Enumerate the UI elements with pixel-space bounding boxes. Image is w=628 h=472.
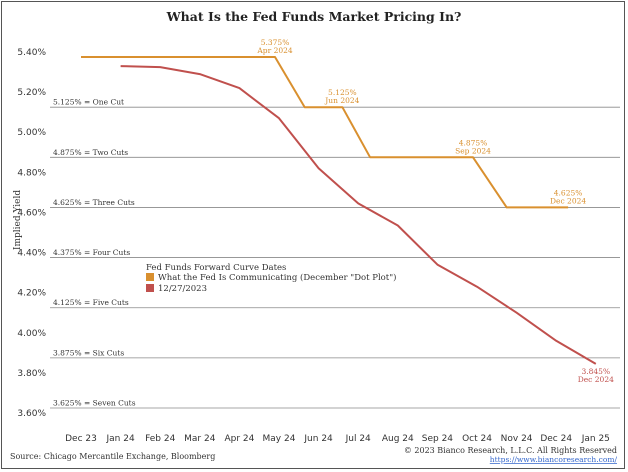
reference-line-label-1: 4.875% = Two Cuts <box>53 148 128 157</box>
reference-line-label-0: 5.125% = One Cut <box>53 98 124 107</box>
annotation-value-2: 4.875% <box>459 138 488 147</box>
x-tick-label-9: Sep 24 <box>422 434 454 444</box>
reference-line-label-5: 3.875% = Six Cuts <box>53 348 124 357</box>
annotation-value-0: 5.375% <box>261 38 290 47</box>
y-tick-label-1: 5.20% <box>17 88 46 98</box>
x-tick-label-11: Nov 24 <box>501 434 533 444</box>
annotation-date-3: Dec 2024 <box>550 196 586 205</box>
y-tick-label-5: 4.40% <box>17 249 46 259</box>
x-tick-labels: Dec 23 Jan 24 Feb 24 Mar 24 Apr 24 May 24 Jun … <box>65 434 610 444</box>
x-tick-label-4: Apr 24 <box>224 434 254 444</box>
series-layer <box>81 56 597 365</box>
annotation-date-2: Sep 2024 <box>455 146 491 155</box>
series-line-0 <box>81 56 569 209</box>
x-tick-label-1: Jan 24 <box>106 434 135 444</box>
legend-swatch-dot-plot <box>146 273 154 281</box>
y-tick-label-7: 4.00% <box>17 329 46 339</box>
legend-label-market: 12/27/2023 <box>158 284 207 294</box>
x-tick-label-8: Aug 24 <box>382 434 414 444</box>
legend-swatch-market <box>146 284 154 292</box>
y-tick-label-0: 5.40% <box>17 48 46 58</box>
x-tick-label-0: Dec 23 <box>65 434 97 444</box>
y-tick-labels: 5.40% 5.20% 5.00% 4.80% 4.60% 4.40% 4.20% 4.00%… <box>17 48 46 419</box>
copyright-note: © 2023 Bianco Research, L.L.C. All Right… <box>404 446 617 455</box>
annotation-date-4: Dec 2024 <box>578 375 614 384</box>
annotation-value-1: 5.125% <box>328 88 357 97</box>
x-tick-label-2: Feb 24 <box>145 434 176 444</box>
reference-line-label-4: 4.125% = Five Cuts <box>53 298 129 307</box>
reference-line-label-6: 3.625% = Seven Cuts <box>53 398 136 407</box>
annotation-date-0: Apr 2024 <box>256 46 293 55</box>
x-tick-label-10: Oct 24 <box>462 434 492 444</box>
annotation-value-3: 4.625% <box>554 188 583 197</box>
y-tick-label-4: 4.60% <box>17 208 46 218</box>
annotations: 5.375%Apr 2024 5.125%Jun 2024 4.875%Sep 20… <box>256 38 614 384</box>
x-tick-label-5: May 24 <box>263 434 296 444</box>
reference-line-label-3: 4.375% = Four Cuts <box>53 248 130 257</box>
x-tick-label-6: Jun 24 <box>303 434 333 444</box>
x-tick-label-3: Mar 24 <box>184 434 216 444</box>
legend-title: Fed Funds Forward Curve Dates <box>146 263 286 273</box>
website-link[interactable]: https://www.biancoresearch.com/ <box>490 455 618 464</box>
chart-title: What Is the Fed Funds Market Pricing In? <box>166 9 462 24</box>
y-tick-label-2: 5.00% <box>17 128 46 138</box>
annotation-date-1: Jun 2024 <box>324 96 359 105</box>
y-tick-label-9: 3.60% <box>17 409 46 419</box>
y-axis-label: Implied Yield <box>13 190 23 250</box>
y-tick-label-8: 3.80% <box>17 369 46 379</box>
annotation-value-4: 3.845% <box>581 367 610 376</box>
x-tick-label-7: Jul 24 <box>345 434 371 444</box>
series-line-1 <box>120 65 597 365</box>
y-tick-label-3: 4.80% <box>17 168 46 178</box>
legend: Fed Funds Forward Curve Dates What the F… <box>146 263 396 294</box>
reference-lines: 5.125% = One Cut 4.875% = Two Cuts 4.625% … <box>50 98 620 409</box>
legend-label-dot-plot: What the Fed Is Communicating (December … <box>158 272 396 283</box>
y-tick-label-6: 4.20% <box>17 289 46 299</box>
reference-line-label-2: 4.625% = Three Cuts <box>53 198 135 207</box>
source-note: Source: Chicago Mercantile Exchange, Blo… <box>10 452 215 461</box>
x-tick-label-13: Jan 25 <box>581 434 610 444</box>
x-tick-label-12: Dec 24 <box>540 434 572 444</box>
